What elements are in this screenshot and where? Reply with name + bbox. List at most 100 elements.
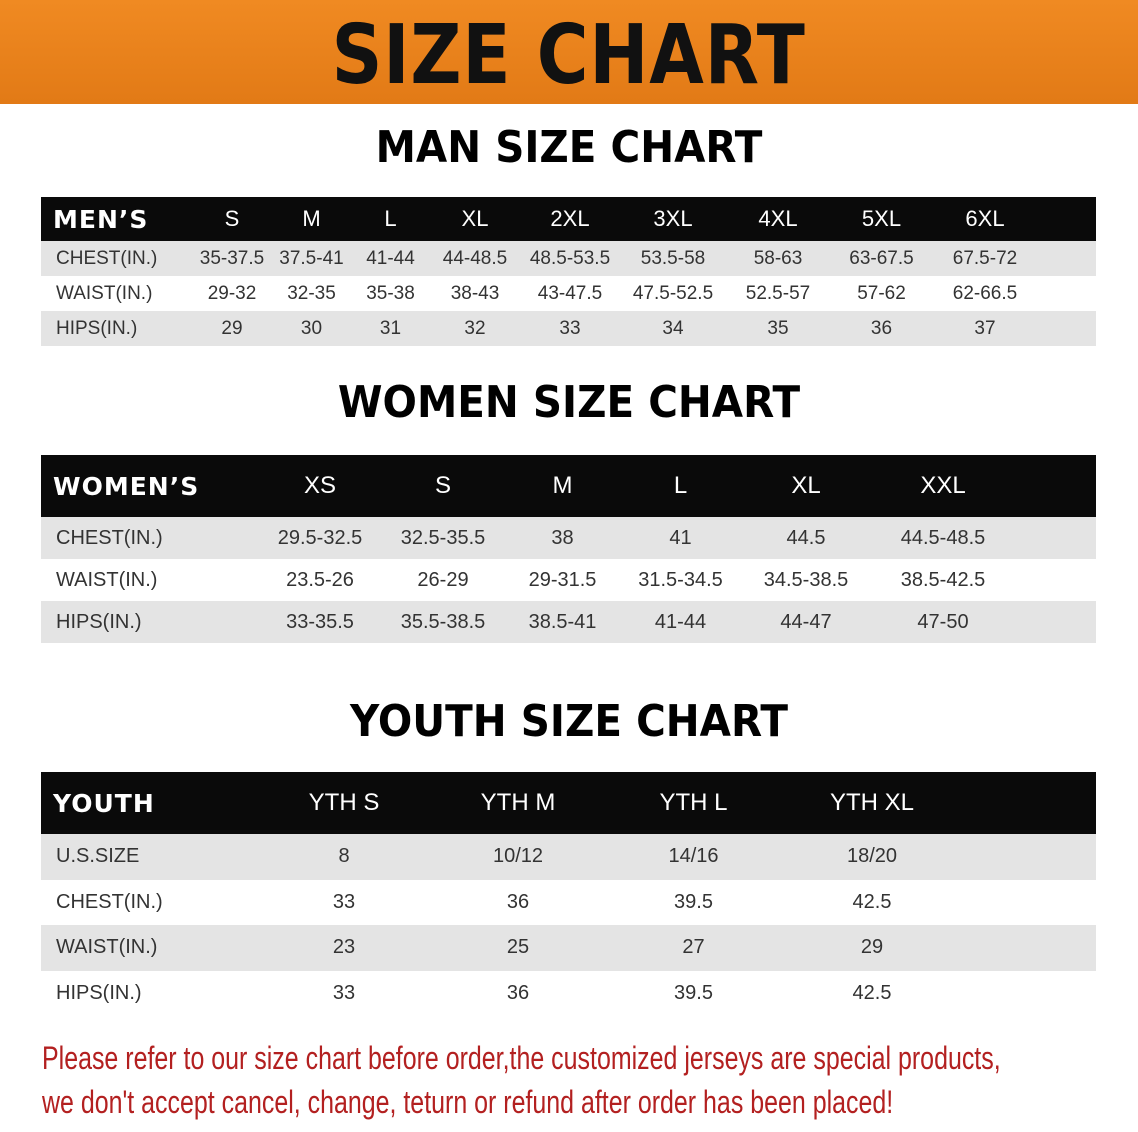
table-cell: 34 (662, 317, 684, 339)
men-size-table: MEN’S S M L XL 2XL 3XL 4XL 5XL 6XL CHEST(IN.) 35-37… (41, 197, 1096, 346)
table-cell: 37 (974, 317, 996, 339)
table-cell: 34.5-38.5 (763, 568, 849, 591)
table-cell: 44.5-48.5 (900, 526, 986, 549)
table-cell: 43-47.5 (537, 282, 603, 304)
table-cell: 14/16 (668, 845, 719, 868)
table-cell: L (384, 206, 397, 231)
table-cell: 63-67.5 (849, 247, 914, 269)
table-cell: 36 (506, 890, 530, 913)
table-row: HIPS(IN.) 29 30 31 32 33 34 35 36 37 (41, 311, 1096, 346)
table-cell: XL (791, 472, 821, 499)
table-row: WAIST(IN.) 23 25 27 29 (41, 925, 1096, 971)
table-cell: 58-63 (753, 247, 803, 269)
table-cell: 33 (559, 317, 581, 339)
row-label: MEN’S (53, 204, 149, 234)
table-cell: 36 (506, 981, 530, 1004)
table-header-row: MEN’S S M L XL 2XL 3XL 4XL 5XL 6XL (41, 197, 1096, 241)
table-cell: 32 (464, 317, 486, 339)
row-label: WAIST(IN.) (56, 282, 153, 304)
row-label: WAIST(IN.) (56, 568, 158, 591)
row-label: HIPS(IN.) (56, 981, 142, 1004)
table-cell: 30 (300, 317, 323, 339)
table-cell: 52.5-57 (745, 282, 811, 304)
table-cell: 29 (860, 936, 884, 959)
order-notice-line-2: we don't accept cancel, change, teturn o… (42, 1084, 894, 1120)
table-cell: 6XL (965, 206, 1005, 231)
table-cell: 23 (332, 936, 356, 959)
table-cell: 41 (669, 526, 692, 549)
table-cell: 18/20 (846, 845, 898, 868)
order-notice-line-1: Please refer to our size chart before or… (42, 1040, 1001, 1076)
table-cell: 37.5-41 (279, 247, 344, 269)
youth-size-table: YOUTH YTH S YTH M YTH L YTH XL U.S.SIZE 8 10/12… (41, 772, 1096, 1016)
row-label: CHEST(IN.) (56, 247, 158, 269)
table-cell: 2XL (550, 206, 590, 231)
table-cell: 44-47 (780, 610, 832, 633)
banner-title: SIZE CHART (331, 7, 807, 103)
table-row: HIPS(IN.) 33 36 39.5 42.5 (41, 970, 1096, 1016)
table-cell: 39.5 (674, 981, 713, 1004)
table-row: CHEST(IN.) 33 36 39.5 42.5 (41, 879, 1096, 925)
table-cell: 53.5-58 (640, 247, 706, 269)
table-row: WAIST(IN.) 29-32 32-35 35-38 38-43 43-47.5 47.… (41, 276, 1096, 311)
table-cell: XS (303, 472, 336, 499)
table-cell: YTH M (480, 789, 556, 816)
table-cell: 35 (767, 317, 789, 339)
table-cell: 67.5-72 (952, 247, 1018, 269)
row-label: HIPS(IN.) (56, 610, 142, 633)
table-cell: L (673, 472, 688, 499)
table-cell: 33 (332, 890, 356, 913)
row-label: YOUTH (53, 788, 155, 818)
table-cell: 31.5-34.5 (638, 568, 723, 591)
table-cell: 33 (332, 981, 356, 1004)
table-cell: 39.5 (674, 890, 713, 913)
men-section-title: MAN SIZE CHART (375, 122, 763, 173)
table-cell: 4XL (758, 206, 798, 231)
table-cell: 35.5-38.5 (400, 610, 486, 633)
table-cell: 41-44 (366, 247, 415, 269)
table-cell: S (224, 206, 240, 231)
table-cell: 31 (379, 317, 402, 339)
order-notice: Please refer to our size chart before or… (42, 1036, 1001, 1124)
table-cell: XXL (920, 472, 966, 499)
table-cell: 48.5-53.5 (529, 247, 611, 269)
table-cell: 38.5-41 (528, 610, 597, 633)
women-size-table: WOMEN’S XS S M L XL XXL CHEST(IN.) 29.5-32.5 32.5… (41, 455, 1096, 643)
women-section-title: WOMEN SIZE CHART (337, 377, 801, 428)
table-cell: 38-43 (450, 282, 500, 304)
table-cell: 8 (338, 845, 350, 868)
table-cell: 38.5-42.5 (900, 568, 986, 591)
table-cell: 3XL (653, 206, 693, 231)
table-cell: 47-50 (917, 610, 969, 633)
table-cell: 35-37.5 (199, 247, 265, 269)
youth-section-title: YOUTH SIZE CHART (350, 696, 788, 747)
row-label: CHEST(IN.) (56, 890, 163, 913)
table-cell: 32.5-35.5 (400, 526, 486, 549)
row-label: CHEST(IN.) (56, 526, 163, 549)
table-cell: 29.5-32.5 (277, 526, 363, 549)
table-cell: 42.5 (852, 981, 892, 1004)
table-cell: YTH L (659, 789, 728, 816)
table-cell: 23.5-26 (286, 568, 354, 591)
table-cell: 38 (551, 526, 574, 549)
table-cell: XL (461, 206, 489, 231)
table-cell: M (302, 206, 321, 231)
table-cell: 27 (682, 936, 705, 959)
table-cell: 26-29 (417, 568, 469, 591)
table-cell: 42.5 (852, 890, 892, 913)
table-header-row: YOUTH YTH S YTH M YTH L YTH XL (41, 772, 1096, 834)
table-cell: 5XL (861, 206, 902, 231)
table-cell: 29-31.5 (528, 568, 597, 591)
table-cell: 29 (221, 317, 243, 339)
table-cell: 25 (506, 936, 530, 959)
table-cell: 35-38 (366, 282, 415, 304)
table-cell: 32-35 (287, 282, 336, 304)
table-cell: 47.5-52.5 (632, 282, 714, 304)
table-cell: YTH S (308, 789, 380, 816)
row-label: HIPS(IN.) (56, 317, 138, 339)
row-label: WOMEN’S (53, 471, 200, 501)
table-cell: M (552, 472, 573, 499)
row-label: U.S.SIZE (56, 845, 140, 868)
table-cell: 33-35.5 (286, 610, 354, 633)
table-cell: 44.5 (786, 526, 826, 549)
